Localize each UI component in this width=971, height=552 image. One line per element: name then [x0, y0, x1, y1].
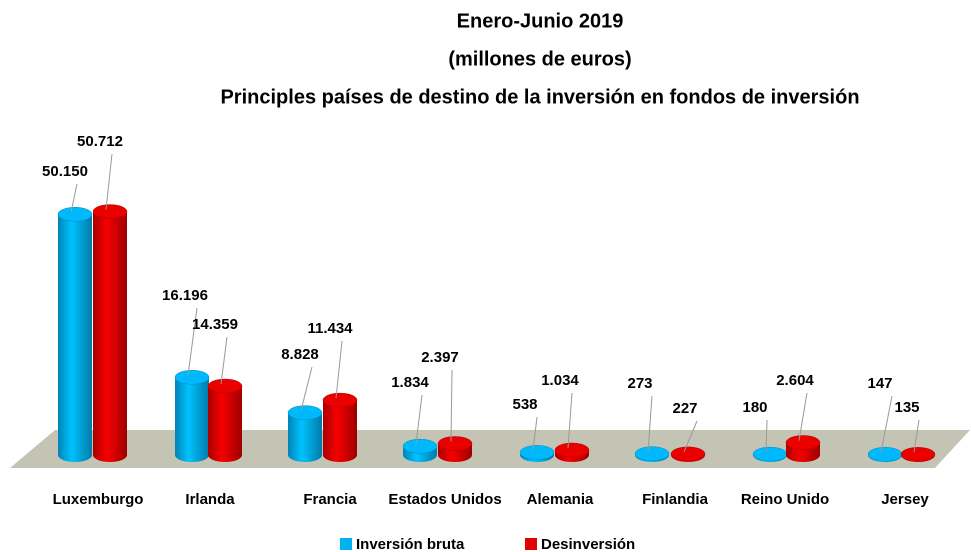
cylinder-cap	[322, 392, 358, 408]
cylinder-cap	[402, 438, 438, 454]
leader-line	[450, 369, 453, 442]
cylinder-body	[93, 211, 127, 462]
data-label: 273	[627, 375, 652, 392]
leader-line	[532, 416, 538, 451]
leader-line	[187, 307, 198, 376]
bar	[287, 405, 323, 462]
cylinder-cap	[287, 405, 323, 420]
cylinder-cap	[519, 445, 555, 460]
x-tick-label: Jersey	[881, 491, 929, 508]
leader-line	[683, 420, 698, 453]
cylinder-cap	[92, 204, 128, 219]
bar	[174, 370, 210, 462]
x-tick-label: Reino Unido	[741, 491, 829, 508]
chart-title: (millones de euros)	[448, 48, 631, 70]
bar	[785, 435, 821, 462]
chart-title: Enero-Junio 2019	[457, 10, 624, 32]
cylinder-cap	[752, 446, 788, 462]
cylinder-body	[288, 412, 322, 462]
leader-line	[567, 392, 573, 449]
leader-line	[300, 366, 313, 411]
leader-line	[335, 340, 343, 399]
data-label: 2.397	[421, 349, 459, 366]
leader-line	[415, 394, 423, 445]
data-label: 1.834	[391, 374, 429, 391]
data-label: 11.434	[307, 320, 353, 337]
legend-swatch	[340, 538, 352, 550]
cylinder-body	[58, 214, 92, 462]
legend-swatch	[525, 538, 537, 550]
cylinder-cap	[174, 370, 210, 385]
cylinder-cap	[785, 435, 821, 450]
cylinder-cap	[670, 446, 706, 462]
bar	[867, 447, 903, 462]
data-label: 8.828	[281, 346, 319, 363]
x-tick-label: Irlanda	[185, 491, 235, 508]
cylinder-cap	[634, 446, 670, 461]
data-label: 2.604	[776, 372, 814, 389]
leader-line	[913, 419, 920, 453]
bar	[322, 392, 358, 462]
x-tick-label: Finlandia	[642, 491, 708, 508]
cylinder-body	[175, 377, 209, 462]
leader-line	[105, 153, 113, 210]
cylinder-cap	[867, 447, 903, 462]
x-tick-label: Estados Unidos	[388, 491, 501, 508]
chart-title: Principles países de destino de la inver…	[220, 86, 859, 108]
bar	[670, 446, 706, 462]
legend-label: Inversión bruta	[356, 536, 465, 552]
cylinder-cap	[207, 378, 243, 394]
bar	[554, 442, 590, 462]
cylinder-cap	[437, 436, 473, 451]
x-tick-label: Luxemburgo	[53, 491, 144, 508]
cylinder-cap	[57, 207, 93, 222]
x-tick-label: Francia	[303, 491, 357, 508]
leader-line	[70, 183, 78, 213]
x-tick-label: Alemania	[527, 491, 594, 508]
bar	[92, 204, 128, 462]
leader-line	[798, 392, 808, 441]
data-label: 50.712	[77, 133, 123, 150]
leader-line	[647, 395, 653, 452]
data-label: 538	[512, 396, 537, 413]
legend-label: Desinversión	[541, 536, 635, 552]
cylinder-body	[323, 400, 357, 462]
data-label: 50.150	[42, 163, 88, 180]
floor	[10, 430, 970, 468]
data-label: 180	[742, 399, 767, 416]
cylinder-body	[208, 386, 242, 462]
leader-line	[220, 336, 228, 385]
bar	[900, 447, 936, 462]
bar	[634, 446, 670, 462]
data-label: 14.359	[192, 316, 238, 333]
bar	[752, 446, 788, 462]
cylinder-cap	[554, 442, 590, 458]
data-label: 1.034	[541, 372, 579, 389]
bar	[57, 207, 93, 462]
data-label: 135	[894, 399, 919, 416]
leader-line	[765, 419, 768, 453]
bar	[207, 378, 243, 462]
data-label: 147	[867, 375, 892, 392]
leader-line	[880, 395, 893, 453]
cylinder-cap	[900, 447, 936, 462]
data-label: 227	[672, 400, 697, 417]
bar	[402, 438, 438, 462]
data-label: 16.196	[162, 287, 208, 304]
bar	[437, 436, 473, 462]
bar	[519, 445, 555, 462]
